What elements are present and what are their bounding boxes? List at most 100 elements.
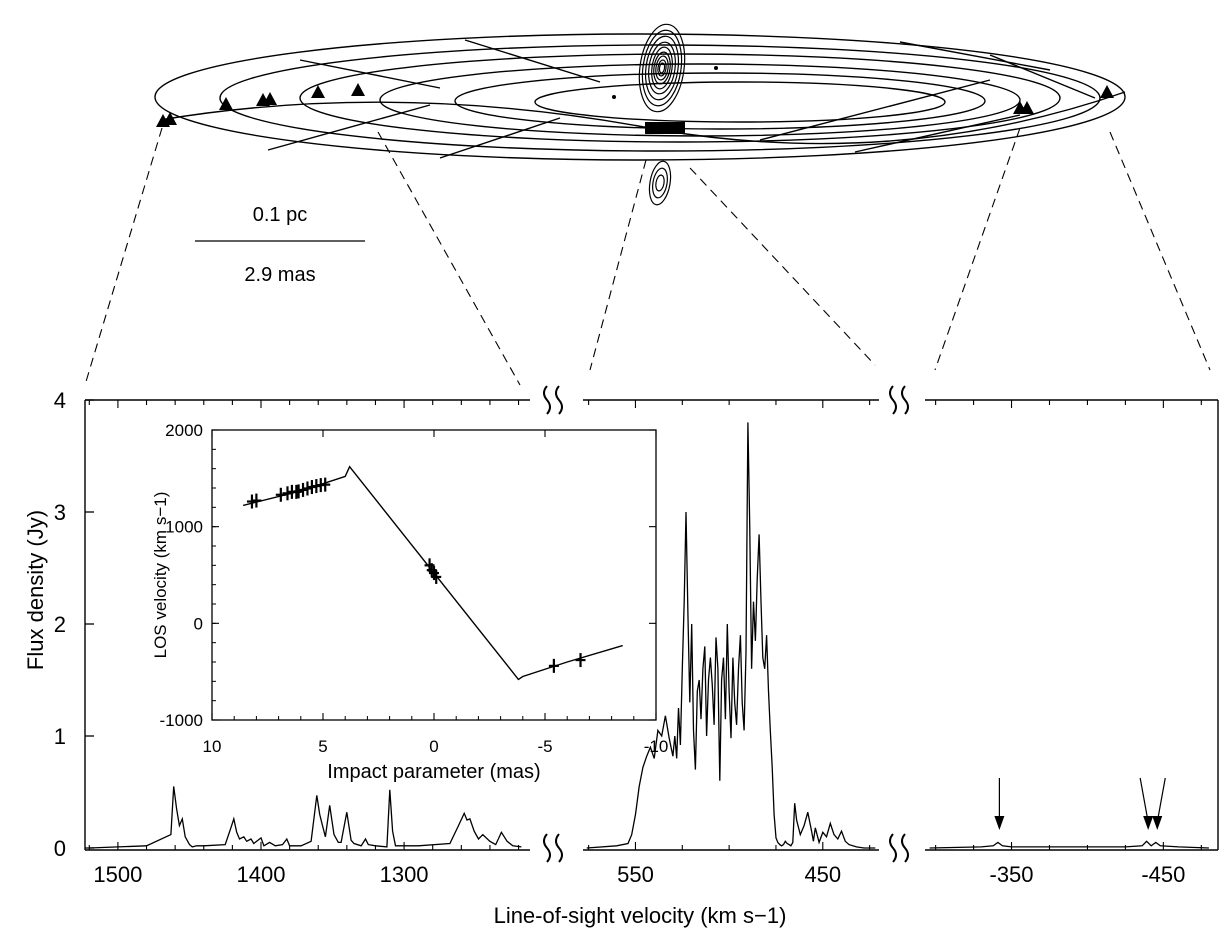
inset-y-axis-label: LOS velocity (km s−1) — [151, 492, 170, 659]
maser-triangle — [263, 92, 277, 105]
scale-bar-bottom-label: 2.9 mas — [244, 264, 315, 286]
inset-tick-labels: 10 5 0 -5 -10 -1000 0 1000 2000 — [160, 421, 669, 756]
axis-break-mark — [555, 833, 563, 863]
axis-break-mark — [555, 385, 563, 415]
inset-y-tick-label: 2000 — [165, 421, 203, 440]
inset-x-tick-label: 0 — [429, 737, 438, 756]
disk-ring-inner — [534, 81, 946, 123]
high-velocity-masers — [156, 83, 1114, 127]
y-tick-label: 1 — [54, 724, 66, 749]
inset-rotation-curve: 10 5 0 -5 -10 -1000 0 1000 2000 Impact parameter… — [151, 421, 668, 783]
axis-break-mark — [901, 833, 909, 863]
disk-ring-3 — [299, 53, 1061, 143]
projection-lines — [84, 127, 1211, 386]
jet-contour — [648, 41, 676, 95]
projection-line — [689, 167, 876, 366]
inset-data-points — [246, 477, 586, 673]
maser-triangle — [163, 112, 177, 125]
inset-y-tick-label: 0 — [194, 614, 203, 633]
projection-line — [589, 159, 647, 371]
weak-line-arrow-shaft — [1156, 777, 1166, 823]
axis-break-mark — [889, 385, 897, 415]
scale-bar-top-label: 0.1 pc — [253, 204, 307, 226]
weak-line-arrowhead — [1152, 816, 1163, 830]
x-tick-label: -350 — [990, 862, 1034, 887]
maser-spot — [612, 95, 616, 99]
maser-spot — [714, 66, 718, 70]
spectrum-axes — [84, 399, 1219, 851]
disk-ring-5 — [454, 72, 986, 130]
y-tick-label: 4 — [54, 388, 66, 413]
disk-spoke — [989, 54, 1096, 99]
jet-contour — [655, 55, 669, 81]
counterjet-contour — [652, 167, 668, 199]
counterjet-contour — [655, 174, 665, 192]
axis-break-mark — [543, 385, 551, 415]
disk-ring-4 — [379, 63, 1021, 137]
maser-triangle — [219, 97, 233, 110]
jet-contour — [658, 62, 666, 74]
inset-x-tick-label: -10 — [644, 737, 669, 756]
jet-contour — [657, 59, 667, 77]
disk-spoke — [759, 79, 991, 141]
maser-triangle — [351, 83, 365, 96]
axis-break-mark — [889, 833, 897, 863]
x-tick-label: 1400 — [237, 862, 286, 887]
maser-triangle — [1100, 85, 1114, 98]
inset-y-tick-label: -1000 — [160, 711, 203, 730]
disk-spoke — [267, 104, 431, 151]
disk-schematic — [154, 33, 1126, 161]
scale-bar: 0.1 pc 2.9 mas — [195, 204, 365, 286]
jet-contour — [644, 35, 680, 101]
jet-contours — [638, 23, 686, 206]
disk-ring-outer — [154, 33, 1126, 161]
axis-break-mark — [901, 385, 909, 415]
projection-line — [377, 131, 521, 386]
projection-line — [1109, 131, 1211, 371]
jet-contour — [651, 46, 673, 90]
weak-line-arrows — [994, 777, 1166, 830]
disk-spoke — [464, 39, 601, 83]
spectrum-series-line — [929, 840, 1209, 849]
spectrum-series-line — [586, 422, 876, 849]
disk-spoke — [439, 117, 561, 159]
y-tick-label: 0 — [54, 836, 66, 861]
disk-spoke — [899, 41, 1051, 71]
spectrum-x-axis-label: Line-of-sight velocity (km s−1) — [494, 903, 787, 928]
spectrum-lines — [89, 422, 1209, 849]
systemic-maser-spots — [645, 122, 685, 134]
weak-line-arrowhead — [994, 816, 1005, 830]
inset-ticks — [211, 429, 657, 721]
maser-triangle — [1020, 101, 1034, 114]
weak-line-arrowhead — [1143, 816, 1154, 830]
weak-line-arrow-shaft — [1139, 777, 1149, 823]
inset-x-axis-label: Impact parameter (mas) — [327, 761, 540, 783]
inset-x-tick-label: -5 — [537, 737, 552, 756]
spectrum-tick-labels: 0 1 2 3 4 1500 1400 1300 550 450 -350 -450 — [54, 388, 1186, 887]
spectrum-y-axis-label: Flux density (Jy) — [23, 510, 48, 670]
disk-spoke — [854, 114, 1021, 153]
x-tick-label: 450 — [804, 862, 841, 887]
disk-spoke — [299, 59, 441, 89]
jet-contour — [641, 29, 683, 107]
x-tick-label: 550 — [617, 862, 654, 887]
spectrum-chart: 0 1 2 3 4 1500 1400 1300 550 450 -350 -450 Flux den… — [23, 385, 1219, 928]
projection-line — [84, 127, 163, 386]
jet-contour — [653, 51, 671, 85]
x-tick-label: -450 — [1141, 862, 1185, 887]
inset-x-tick-label: 5 — [318, 737, 327, 756]
y-tick-label: 3 — [54, 500, 66, 525]
inset-x-tick-label: 10 — [203, 737, 222, 756]
projection-line — [934, 127, 1021, 371]
spectrum-series-line — [89, 786, 522, 849]
x-tick-label: 1300 — [380, 862, 429, 887]
axis-break-marks — [543, 385, 909, 863]
maser-triangle — [311, 85, 325, 98]
y-tick-label: 2 — [54, 612, 66, 637]
counterjet-contour — [648, 160, 672, 206]
x-tick-label: 1500 — [93, 862, 142, 887]
inset-y-tick-label: 1000 — [165, 518, 203, 537]
axis-break-mark — [543, 833, 551, 863]
jet-contour — [638, 23, 686, 113]
